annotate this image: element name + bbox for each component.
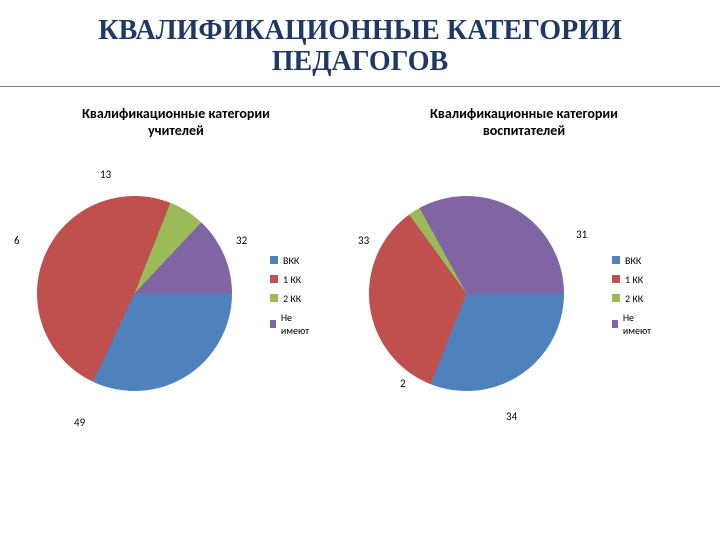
data-label: 2 [400, 377, 406, 390]
data-label: 32 [236, 234, 247, 247]
chart-teachers-pie-wrap: 3249613ВКК1 КК2 ККНе имеют [6, 144, 276, 434]
legend-label: 2 КК [625, 292, 643, 305]
chart-educators-subtitle: Квалификационные категории воспитателей [354, 97, 694, 144]
legend-swatch [270, 256, 278, 264]
chart-educators-pie-wrap: 3134233ВКК1 КК2 ККНе имеют [354, 144, 624, 434]
subtitle-line: Квалификационные категории [82, 105, 270, 122]
legend-item: Не имеют [612, 311, 653, 337]
legend-item: 1 КК [270, 273, 311, 286]
legend-label: Не имеют [281, 311, 311, 337]
subtitle-line: учителей [148, 122, 204, 139]
legend-swatch [270, 320, 276, 328]
legend-item: ВКК [612, 254, 653, 267]
legend: ВКК 1 КК 2 КК Не имеют [270, 254, 311, 343]
legend-item: Не имеют [270, 311, 311, 337]
data-label: 31 [576, 228, 587, 241]
legend-swatch [612, 294, 620, 302]
legend-label: ВКК [283, 254, 299, 267]
chart-teachers-subtitle: Квалификационные категории учителей [6, 97, 346, 144]
page-title: КВАЛИФИКАЦИОННЫЕ КАТЕГОРИИ ПЕДАГОГОВ [0, 0, 720, 84]
legend-swatch [612, 320, 618, 328]
legend-label: Не имеют [623, 311, 653, 337]
chart-teachers: Квалификационные категории учителей 32 49… [6, 97, 346, 434]
legend-label: 2 КК [283, 292, 301, 305]
legend-item: ВКК [270, 254, 311, 267]
legend-label: ВКК [625, 254, 641, 267]
subtitle-line: Квалификационные категории [430, 105, 618, 122]
legend-item: 2 КК [270, 292, 311, 305]
legend-swatch [270, 275, 278, 283]
legend-item: 1 КК [612, 273, 653, 286]
legend-label: 1 КК [283, 273, 301, 286]
legend-label: 1 КК [625, 273, 643, 286]
charts-container: Квалификационные категории учителей 32 49… [0, 87, 720, 434]
data-label: 33 [358, 234, 369, 247]
legend-swatch [612, 275, 620, 283]
data-label: 34 [506, 410, 517, 423]
legend-swatch [270, 294, 278, 302]
data-label: 13 [100, 168, 111, 181]
legend-swatch [612, 256, 620, 264]
title-line2: ПЕДАГОГОВ [272, 46, 448, 77]
legend: ВКК 1 КК 2 КК Не имеют [612, 254, 653, 343]
title-line1: КВАЛИФИКАЦИОННЫЕ КАТЕГОРИИ [98, 15, 621, 46]
legend-item: 2 КК [612, 292, 653, 305]
pie-chart [37, 196, 232, 391]
chart-educators: Квалификационные категории воспитателей … [354, 97, 694, 434]
data-label: 6 [14, 234, 20, 247]
data-label: 49 [74, 416, 85, 429]
subtitle-line: воспитателей [483, 122, 565, 139]
pie-chart [369, 196, 564, 391]
